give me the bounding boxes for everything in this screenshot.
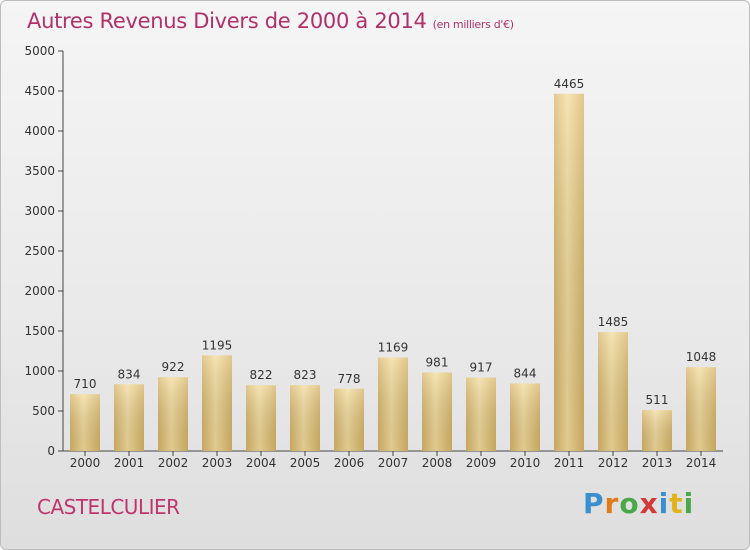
data-label: 834 <box>118 367 141 381</box>
y-tick-label: 3000 <box>24 204 55 218</box>
y-tick-label: 2000 <box>24 284 55 298</box>
x-tick-label: 2003 <box>202 456 233 470</box>
bar-shade <box>114 384 144 451</box>
logo-letter: t <box>669 487 684 520</box>
bar-shade <box>70 394 100 451</box>
bar-shade <box>642 410 672 451</box>
proxiti-logo[interactable]: Proxiti <box>583 487 694 520</box>
y-tick-label: 5000 <box>24 44 55 58</box>
y-tick-label: 0 <box>47 444 55 458</box>
data-labels: 710 834 922 1195 822 823 778 1169 981 917 844 4465 1… <box>74 77 717 407</box>
y-tick-label: 1000 <box>24 364 55 378</box>
x-tick-label: 2000 <box>70 456 101 470</box>
city-name: CASTELCULIER <box>37 495 180 519</box>
data-label: 1485 <box>598 315 629 329</box>
data-label: 710 <box>74 377 97 391</box>
x-tick-label: 2004 <box>246 456 277 470</box>
data-label: 1048 <box>686 350 717 364</box>
data-label: 922 <box>162 360 185 374</box>
chart-subtitle: (en milliers d'€) <box>432 18 514 31</box>
logo-letter: i <box>658 487 670 520</box>
y-tick-label: 4500 <box>24 84 55 98</box>
x-tick-label: 2005 <box>290 456 321 470</box>
bar-shade <box>378 357 408 451</box>
y-tick-label: 1500 <box>24 324 55 338</box>
logo-letter: x <box>639 487 659 520</box>
x-tick-label: 2001 <box>114 456 145 470</box>
bar-shade <box>510 383 540 451</box>
bar-shade <box>686 367 716 451</box>
logo-letter: o <box>619 487 640 520</box>
x-tick-label: 2011 <box>554 456 585 470</box>
axes: 0 500 1000 1500 2000 2500 3000 3500 4000 4500 5000… <box>24 44 723 470</box>
data-label: 511 <box>646 393 669 407</box>
data-label: 917 <box>470 361 493 375</box>
chart-title-text: Autres Revenus Divers de 2000 à 2014 <box>27 9 427 33</box>
x-tick-label: 2007 <box>378 456 409 470</box>
bar-shade <box>290 385 320 451</box>
x-tick-label: 2014 <box>686 456 717 470</box>
logo-letter: P <box>583 487 605 520</box>
x-tick-label: 2013 <box>642 456 673 470</box>
bar-shade <box>158 377 188 451</box>
x-tick-label: 2009 <box>466 456 497 470</box>
y-tick-label: 4000 <box>24 124 55 138</box>
data-label: 822 <box>250 368 273 382</box>
bar-shade <box>202 355 232 451</box>
data-label: 981 <box>426 356 449 370</box>
bar-shade <box>554 93 584 452</box>
bar-shade <box>334 388 364 451</box>
x-tick-label: 2012 <box>598 456 629 470</box>
bar-shade <box>422 372 452 451</box>
y-tick-label: 500 <box>32 404 55 418</box>
bars <box>70 93 716 452</box>
data-label: 4465 <box>554 77 585 91</box>
chart-title: Autres Revenus Divers de 2000 à 2014 (en … <box>27 9 514 33</box>
bar-shade <box>598 332 628 451</box>
data-label: 778 <box>338 372 361 386</box>
x-tick-label: 2008 <box>422 456 453 470</box>
logo-letter: r <box>604 487 620 520</box>
y-tick-label: 2500 <box>24 244 55 258</box>
y-tick-label: 3500 <box>24 164 55 178</box>
bar-chart: 0 500 1000 1500 2000 2500 3000 3500 4000 4500 5000… <box>24 44 723 470</box>
data-label: 844 <box>514 366 537 380</box>
bar-shade <box>466 377 496 451</box>
data-label: 1169 <box>378 340 409 354</box>
data-label: 823 <box>294 368 317 382</box>
logo-letter: i <box>683 487 695 520</box>
x-tick-label: 2002 <box>158 456 189 470</box>
bar-shade <box>246 385 276 451</box>
data-label: 1195 <box>202 338 233 352</box>
x-tick-label: 2010 <box>510 456 541 470</box>
x-tick-label: 2006 <box>334 456 365 470</box>
